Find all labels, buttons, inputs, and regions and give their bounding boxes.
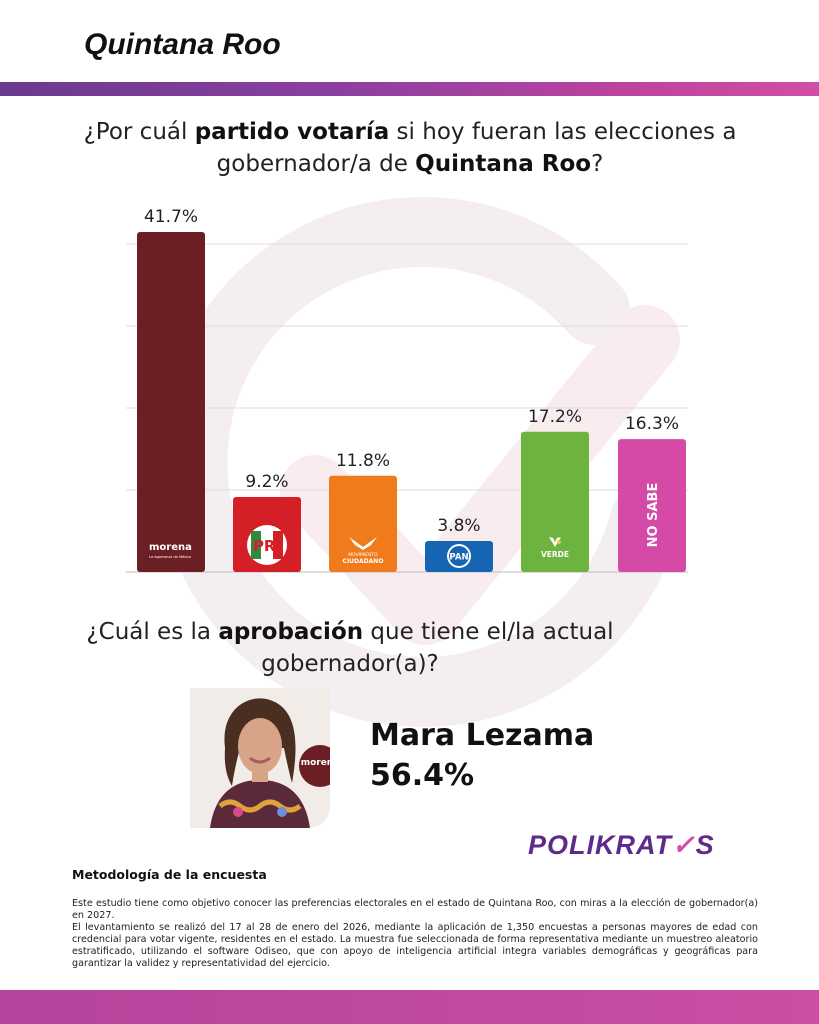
question-2: ¿Cuál es la aprobación que tiene el/la a…	[86, 619, 614, 677]
nosabe-label: NO SABE	[646, 483, 661, 548]
candidate-party-badge: morena	[300, 758, 330, 768]
data-label-2: 11.8%	[336, 451, 390, 471]
candidate-portrait-icon	[190, 688, 330, 828]
verde-logo-text: VERDE	[541, 550, 569, 559]
pri-logo-green	[251, 531, 261, 559]
pri-logo-red	[273, 531, 283, 559]
pan-logo-inner	[449, 546, 469, 566]
methodology-text: Este estudio tiene como objetivo conocer…	[72, 898, 758, 969]
polikratos-logo: POLIKRAT✓S	[528, 830, 715, 860]
pri-logo-text: PRI	[253, 537, 281, 555]
pan-logo-text: PAN	[449, 553, 468, 563]
data-label-4: 17.2%	[528, 407, 582, 427]
bar-0	[137, 232, 205, 572]
bar-2	[329, 475, 397, 572]
methodology-title: Metodología de la encuesta	[72, 867, 267, 882]
verde-beak	[557, 540, 561, 544]
morena-logo-text: morena	[149, 542, 192, 553]
candidate-approval: 56.4%	[370, 758, 475, 793]
data-label-3: 3.8%	[437, 516, 480, 536]
data-label-5: 16.3%	[625, 414, 679, 434]
bar-5	[618, 439, 686, 572]
bottom-gradient-band	[0, 990, 819, 1024]
mc-logo-top: MOVIMIENTO	[348, 552, 378, 558]
candidate-photo: morena	[190, 688, 330, 828]
page-title: Quintana Roo	[84, 28, 281, 61]
morena-badge-icon	[299, 745, 330, 787]
data-label-0: 41.7%	[144, 207, 198, 227]
question-1: ¿Por cuál partido votaría si hoy fueran …	[83, 119, 737, 177]
mc-logo-bottom: CIUDADANO	[343, 558, 384, 565]
verde-toucan-icon	[549, 537, 561, 547]
top-gradient-band	[0, 82, 819, 96]
morena-logo-sub: La esperanza de México	[149, 555, 191, 559]
bar-4	[521, 431, 589, 572]
vote-intention-bar-chart: 41.7% 9.2% 11.8% 3.8% 17.2% 16.3% morena La esp…	[126, 207, 688, 573]
mc-eagle-icon	[349, 537, 377, 550]
data-label-1: 9.2%	[245, 472, 288, 492]
candidate-name: Mara Lezama	[370, 718, 595, 753]
